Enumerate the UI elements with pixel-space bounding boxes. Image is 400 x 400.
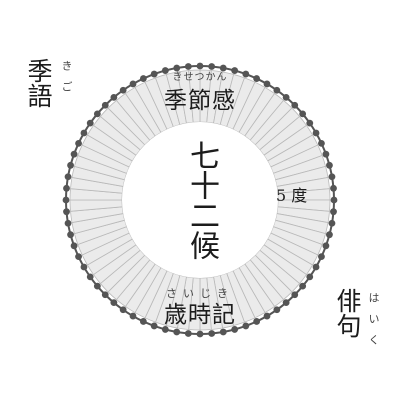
dial-bead <box>326 161 333 169</box>
dial-bead <box>263 312 271 320</box>
dial-bead <box>64 173 72 181</box>
kisetsukan-ruby: きせつかん <box>172 72 228 83</box>
dial-bead <box>253 318 261 325</box>
dial-bead <box>328 219 336 227</box>
dial-bead <box>129 312 137 320</box>
dial-bead <box>80 129 88 137</box>
dial-bead <box>253 75 261 82</box>
dial-bead <box>119 306 127 314</box>
dial-bead <box>219 64 227 72</box>
dial-bead <box>299 282 307 290</box>
dial-bead <box>318 253 325 261</box>
dial-bead <box>330 208 337 216</box>
dial-bead <box>231 326 239 333</box>
dial-bead <box>196 62 204 70</box>
haiku-word: 俳句 <box>333 288 362 338</box>
dial-bead <box>110 93 118 101</box>
dial-bead-ring <box>62 62 338 338</box>
dial-bead <box>326 231 333 239</box>
dial-bead <box>322 150 330 158</box>
dial-bead <box>219 328 227 336</box>
dial-bead <box>86 119 94 127</box>
dial-bead <box>312 129 320 137</box>
dial-bead <box>231 67 239 74</box>
dial-bead <box>184 330 192 337</box>
dial-bead <box>208 330 216 337</box>
dial-bead <box>242 322 250 330</box>
dial-bead <box>110 299 118 307</box>
dial-bead <box>64 219 72 227</box>
dial-bead <box>328 173 336 181</box>
degree-label: 5 度 <box>276 186 308 205</box>
dial-bead <box>173 64 181 72</box>
dial-bead <box>263 80 271 88</box>
dial-bead <box>150 70 158 78</box>
haiku-ruby: はいく <box>367 292 380 355</box>
dial-bead <box>63 184 70 192</box>
dial-bead <box>173 328 181 336</box>
dial-bead <box>312 263 320 271</box>
dial-bead <box>70 150 78 158</box>
dial-bead <box>62 196 70 204</box>
dial-bead <box>139 75 147 82</box>
dial-bead <box>184 63 192 70</box>
dial-bead <box>67 161 74 169</box>
dial-bead <box>75 253 82 261</box>
kisetsukan-word: 季節感 <box>164 88 236 114</box>
kigo-word: 季語 <box>24 58 53 108</box>
dial-bead <box>139 318 147 325</box>
dial-segments <box>69 69 331 331</box>
dial-bead <box>330 184 337 192</box>
dial-inner-disc <box>122 122 278 278</box>
dial-bead <box>242 70 250 78</box>
center-title: 七十二候 <box>184 140 219 260</box>
dial-bead <box>322 242 330 250</box>
dial-bead <box>93 282 101 290</box>
dial-bead <box>129 80 137 88</box>
dial-bead <box>330 196 338 204</box>
dial-bead <box>273 306 281 314</box>
dial-bead <box>101 291 109 299</box>
dial-bead <box>101 101 109 109</box>
dial-bead <box>273 86 281 94</box>
dial-bead <box>196 330 204 338</box>
dial-bead <box>86 273 94 281</box>
saijiki-ruby: さいじき <box>166 287 234 300</box>
dial-bead <box>63 208 70 216</box>
dial-bead <box>93 110 101 118</box>
dial-bead <box>161 67 169 74</box>
dial-bead <box>306 119 314 127</box>
dial-bead <box>75 139 82 147</box>
dial-bead <box>291 101 299 109</box>
dial-bead <box>318 139 325 147</box>
dial-bead <box>150 322 158 330</box>
dial-bead <box>291 291 299 299</box>
dial-bead <box>67 231 74 239</box>
dial-bead <box>119 86 127 94</box>
dial-bead <box>299 110 307 118</box>
dial-bead <box>161 326 169 333</box>
dial-bead <box>306 273 314 281</box>
dial-bead <box>80 263 88 271</box>
dial-bead <box>282 93 290 101</box>
kigo-ruby: きご <box>60 60 73 102</box>
saijiki-word: 歳時記 <box>164 302 236 328</box>
dial-bead <box>282 299 290 307</box>
dial-bead <box>70 242 78 250</box>
dial-bead <box>208 63 216 70</box>
